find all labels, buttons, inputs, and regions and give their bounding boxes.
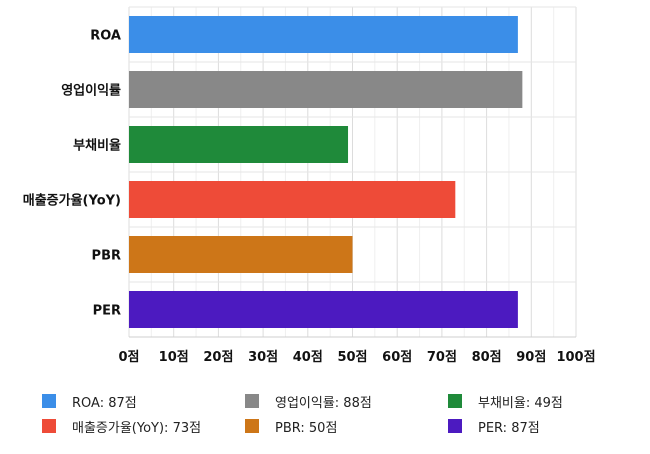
bar-2 [129, 126, 349, 163]
legend-swatch-operating-margin [245, 394, 259, 408]
x-tick-label: 80점 [472, 350, 502, 365]
bar-1 [129, 71, 523, 108]
legend-label-per: PER: 87점 [478, 420, 540, 436]
x-tick-label: 70점 [427, 350, 457, 365]
x-tick-label: 30점 [248, 350, 278, 365]
legend-item-roa[interactable]: ROA: 87점 [42, 392, 137, 411]
legend-swatch-sales-growth [42, 419, 56, 433]
category-label: ROA [90, 29, 121, 44]
category-label: 영업이익률 [61, 83, 121, 99]
legend-item-sales-growth[interactable]: 매출증가율(YoY): 73점 [42, 417, 202, 436]
x-tick-label: 60점 [382, 350, 412, 365]
category-label: 매출증가율(YoY) [23, 193, 121, 209]
legend-label-pbr: PBR: 50점 [275, 420, 338, 436]
x-tick-label: 0점 [118, 350, 139, 365]
x-tick-label: 10점 [159, 350, 189, 365]
x-tick-label: 90점 [516, 350, 546, 365]
x-tick-label: 100점 [556, 350, 595, 365]
bar-5 [129, 291, 518, 328]
legend-label-debt-ratio: 부채비율: 49점 [478, 395, 563, 411]
legend-item-operating-margin[interactable]: 영업이익률: 88점 [245, 392, 372, 411]
legend-swatch-pbr [245, 419, 259, 433]
legend-label-roa: ROA: 87점 [72, 395, 137, 411]
bar-0 [129, 16, 518, 53]
legend-item-pbr[interactable]: PBR: 50점 [245, 417, 338, 436]
legend-label-operating-margin: 영업이익률: 88점 [275, 395, 372, 411]
legend-label-sales-growth: 매출증가율(YoY): 73점 [72, 420, 202, 436]
legend-item-per[interactable]: PER: 87점 [448, 417, 540, 436]
legend-swatch-per [448, 419, 462, 433]
category-label: PER [93, 304, 121, 319]
legend-swatch-roa [42, 394, 56, 408]
category-label: 부채비율 [73, 138, 121, 154]
bar-4 [129, 236, 353, 273]
bar-3 [129, 181, 456, 218]
x-tick-label: 50점 [337, 350, 367, 365]
x-tick-label: 20점 [203, 350, 233, 365]
category-label: PBR [92, 249, 121, 264]
legend-item-debt-ratio[interactable]: 부채비율: 49점 [448, 392, 563, 411]
x-tick-label: 40점 [293, 350, 323, 365]
legend-swatch-debt-ratio [448, 394, 462, 408]
